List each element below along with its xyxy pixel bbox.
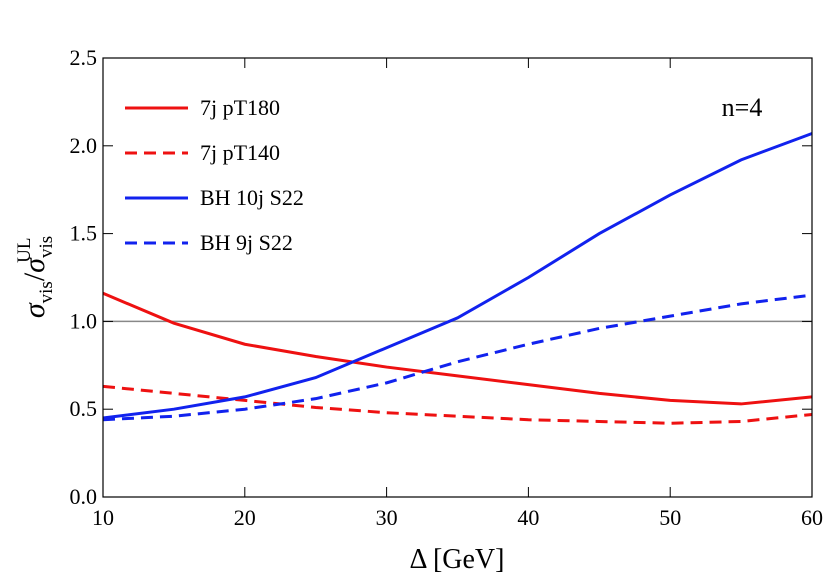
legend-label: 7j pT140	[200, 140, 280, 165]
series-line	[102, 384, 813, 425]
legend-label: BH 10j S22	[200, 185, 304, 210]
y-axis-label: σvis/σvisUL	[14, 236, 57, 318]
x-tick-label: 60	[801, 505, 823, 530]
x-tick-label: 10	[92, 505, 114, 530]
y-label-part: vis	[36, 236, 57, 258]
annotation: n=4	[722, 93, 763, 122]
y-label-part: /	[18, 272, 51, 281]
legend-label: 7j pT180	[200, 95, 280, 120]
series-line	[102, 132, 813, 420]
x-tick-label: 20	[234, 505, 256, 530]
y-label-part: σ	[18, 257, 51, 273]
x-tick-label: 40	[517, 505, 539, 530]
series-line	[102, 291, 813, 406]
y-tick-label: 1.0	[70, 308, 98, 333]
y-label-part: vis	[36, 281, 57, 303]
y-tick-label: 0.0	[70, 484, 98, 509]
series-line	[102, 293, 813, 422]
y-label-part: σ	[18, 302, 51, 318]
x-tick-label: 50	[659, 505, 681, 530]
legend-label: BH 9j S22	[200, 230, 293, 255]
x-axis-label: Δ [GeV]	[410, 544, 505, 575]
y-tick-label: 1.5	[70, 221, 98, 246]
y-tick-label: 0.5	[70, 396, 98, 421]
x-tick-label: 30	[376, 505, 398, 530]
plot-frame	[102, 57, 813, 498]
y-label-part: UL	[14, 238, 35, 263]
y-tick-label: 2.0	[70, 133, 98, 158]
y-tick-label: 2.5	[70, 45, 98, 70]
